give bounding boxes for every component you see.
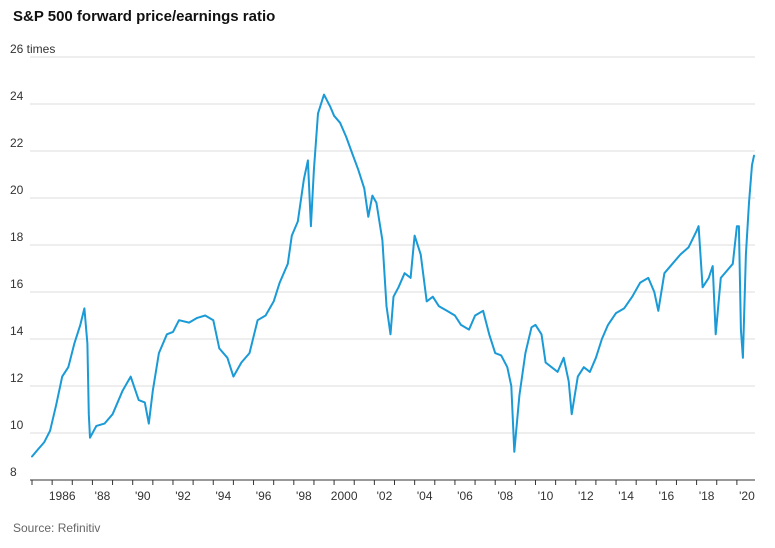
y-tick-label-14: 14 (10, 324, 24, 338)
x-tick-label-1990: '90 (135, 489, 151, 503)
grid-lines (30, 56, 755, 434)
series-line-0 (31, 93, 755, 458)
x-tick-label-1996: '96 (256, 489, 272, 503)
x-tick-label-2010: '10 (538, 489, 554, 503)
y-tick-label-20: 20 (10, 183, 24, 197)
y-tick-label-18: 18 (10, 230, 24, 244)
source-note: Source: Refinitiv (13, 521, 101, 535)
y-tick-label-10: 10 (10, 418, 24, 432)
x-axis-ticks: 1986 '88 '90 '92 '94 '96 '98 2000 '02 '04 '06 '08 '1… (31, 480, 755, 503)
x-tick-label-2020: '20 (739, 489, 755, 503)
y-tick-label-12: 12 (10, 371, 24, 385)
x-tick-label-2004: '04 (417, 489, 433, 503)
x-tick-label-2002: '02 (377, 489, 393, 503)
y-tick-label-26: 26 times (10, 42, 55, 56)
x-tick-label-2008: '08 (497, 489, 513, 503)
x-tick-label-2012: '12 (578, 489, 594, 503)
x-tick-label-2014: '14 (618, 489, 634, 503)
y-tick-label-22: 22 (10, 136, 24, 150)
x-tick-label-2000: 2000 (331, 489, 358, 503)
x-tick-label-1994: '94 (216, 489, 232, 503)
y-tick-label-16: 16 (10, 277, 24, 291)
chart-title: S&P 500 forward price/earnings ratio (13, 8, 276, 25)
y-tick-label-8: 8 (10, 465, 17, 479)
x-tick-label-2016: '16 (659, 489, 675, 503)
x-tick-label-1986: 1986 (49, 489, 76, 503)
y-tick-label-24: 24 (10, 89, 24, 103)
x-tick-label-2018: '18 (699, 489, 715, 503)
x-tick-label-1992: '92 (175, 489, 191, 503)
x-tick-label-1988: '88 (95, 489, 111, 503)
x-tick-label-2006: '06 (457, 489, 473, 503)
y-axis-labels: 8 10 12 14 16 18 20 22 24 26 times (10, 42, 55, 479)
series-layer (31, 93, 755, 458)
x-tick-label-1998: '98 (296, 489, 312, 503)
